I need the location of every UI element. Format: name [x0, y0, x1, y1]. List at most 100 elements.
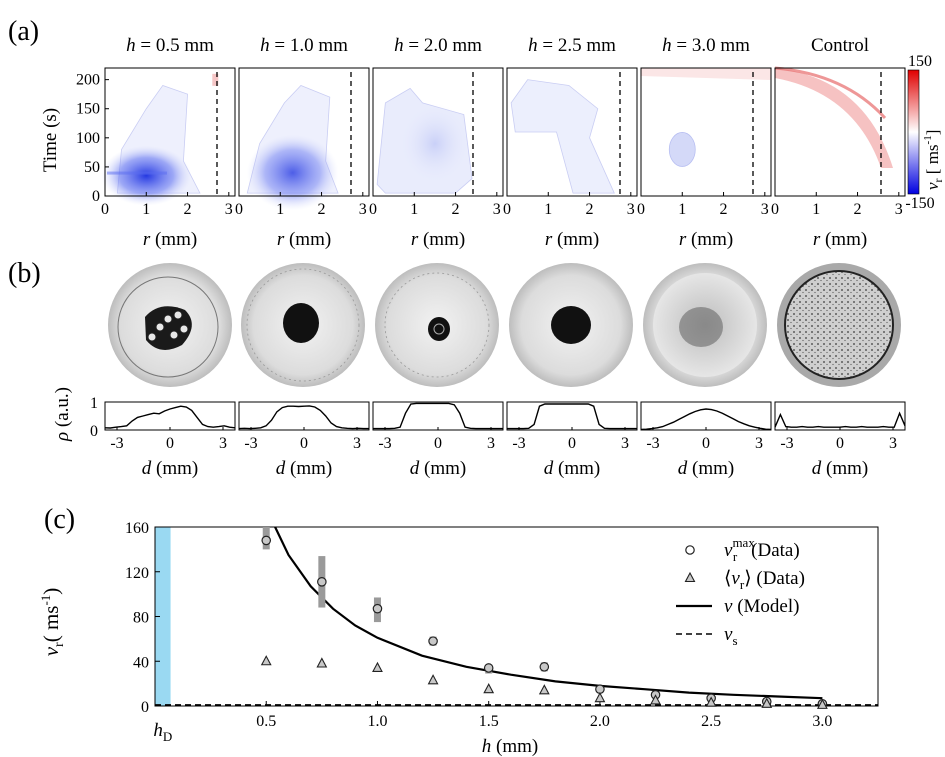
heatmap-title-value-2: = 2.0 mm — [404, 35, 482, 56]
c-ytick-label-2: 80 — [133, 610, 149, 627]
heatmap-xlabel-5: r (mm) — [813, 229, 867, 250]
panel-c-ylabel: vr( ms-1) — [38, 588, 67, 657]
profile-xlabel-unit-5: (mm) — [821, 458, 868, 479]
panel-c-ylabel-exp: -1 — [38, 595, 53, 606]
c-ytick-label-1: 40 — [133, 654, 149, 671]
heatmap-title-1: h = 1.0 mm — [260, 35, 348, 56]
series-max-point-0 — [261, 535, 272, 546]
colorbar-label-var: v — [923, 182, 942, 190]
sample-image-3 — [509, 263, 633, 387]
heatmap-xlabel-1: r (mm) — [277, 229, 331, 250]
panel-c-xlabel-var: h — [482, 736, 492, 757]
heatmap-title-value-4: = 3.0 mm — [672, 35, 750, 56]
sample-image-2 — [375, 263, 499, 387]
panel-b-ylabel-unit: (a.u.) — [52, 387, 73, 432]
panel-b-ylabel-var: ρ — [52, 432, 73, 442]
sample-bubble-0-2 — [163, 314, 173, 324]
panel-c-xlabel: h (mm) — [482, 736, 538, 757]
heatmap-title-3: h = 2.5 mm — [528, 35, 616, 56]
heatmap-xlabel-var-2: r — [411, 229, 419, 250]
legend-label-var-0: v — [724, 540, 733, 561]
profile-xlabel-var-1: d — [276, 458, 286, 479]
legend-label-text-2: (Model) — [732, 596, 799, 617]
profile-frame-5 — [774, 401, 906, 431]
heatmap-frame-0 — [104, 67, 236, 197]
sample-image-1 — [241, 263, 365, 387]
legend-label-3: vs — [724, 624, 738, 648]
profile-xtick-label-5-0: -3 — [780, 435, 793, 452]
series-mean-point-7 — [650, 694, 661, 705]
profile-xtick-label-0-2: 3 — [219, 435, 227, 452]
sample-bubble-0-5 — [173, 310, 183, 320]
profile-xtick-label-2-0: -3 — [378, 435, 391, 452]
profile-xtick-label-1-0: -3 — [244, 435, 257, 452]
sample-ring-0 — [117, 276, 219, 378]
profile-xlabel-0: d (mm) — [142, 458, 198, 479]
heatmap-xtick-label-2-1: 1 — [410, 201, 418, 218]
heatmap-xtick-label-4-0: 0 — [637, 201, 645, 218]
series-max-point-3 — [428, 636, 438, 646]
heatmap-title-5: Control — [811, 35, 869, 56]
legend-label-var-3: v — [724, 624, 733, 645]
heatmap-column-5: Control 0 1 2 3 r (mm) — [771, 35, 906, 250]
c-ytick-label-0: 0 — [141, 699, 149, 716]
heatmap-title-var-3: h — [528, 35, 538, 56]
sample-residue-4 — [679, 307, 723, 347]
colorbar-min-label: -150 — [905, 195, 934, 212]
heatmap-column-3: h = 2.5 mm 0 1 2 3 r (mm) — [503, 35, 638, 250]
profile-ytick-label-1: 1 — [90, 395, 98, 412]
legend-label-close-1: ⟩ — [744, 568, 751, 589]
heatmap-hotspot-2 — [399, 103, 470, 184]
heatmap-ytick-label-4: 200 — [76, 72, 100, 89]
heatmap-title-value-1: = 1.0 mm — [270, 35, 348, 56]
profile-xlabel-unit-3: (mm) — [553, 458, 600, 479]
profile-xlabel-unit-1: (mm) — [285, 458, 332, 479]
sample-residue-2 — [428, 317, 450, 341]
colorbar-max-label: 150 — [908, 53, 932, 70]
series-mean-point-10 — [816, 698, 828, 709]
heatmap-region-3 — [510, 79, 615, 194]
heatmap-xtick-label-2-2: 2 — [452, 201, 460, 218]
heatmap-xlabel-unit-0: (mm) — [150, 229, 197, 250]
legend-label-text-0: (Data) — [751, 540, 800, 561]
heatmap-xlabel-var-4: r — [679, 229, 687, 250]
profile-0: -3 0 3 d (mm) — [104, 401, 236, 479]
profile-frame-2 — [372, 401, 504, 431]
heatmap-red-ridge-5 — [774, 66, 887, 120]
panel-c-ylabel-close: ) — [39, 588, 63, 595]
panel-label-a: (a) — [8, 16, 39, 47]
heatmap-column-1: h = 1.0 mm 0 1 2 3 r (mm) — [235, 35, 370, 250]
heatmap-frame-4 — [640, 67, 772, 197]
heatmap-streak-0 — [107, 171, 167, 175]
profile-xlabel-var-2: d — [410, 458, 420, 479]
hD-label: hD — [153, 720, 172, 744]
profile-xlabel-unit-0: (mm) — [151, 458, 198, 479]
sample-bubble-0-3 — [179, 324, 189, 334]
heatmap-hotspot-1 — [246, 134, 339, 211]
heatmap-title-value-0: = 0.5 mm — [136, 35, 214, 56]
panel-c-ylabel-sub: r — [52, 642, 67, 647]
heatmap-title-4: h = 3.0 mm — [662, 35, 750, 56]
colorbar-label-sub: r — [931, 178, 945, 182]
panel-b-images-profiles: -3 0 3 d (mm) -3 0 3 d (mm) -3 0 3 d (mm) -3 0 3 d (mm)… — [90, 263, 906, 479]
series-mean-point-9 — [761, 697, 773, 708]
series-mean-point-5 — [538, 684, 550, 695]
heatmap-xlabel-var-1: r — [277, 229, 285, 250]
heatmap-title-var-0: h — [126, 35, 136, 56]
series-mean-point-8 — [705, 696, 717, 707]
heatmap-xlabel-unit-1: (mm) — [284, 229, 331, 250]
heatmap-title-2: h = 2.0 mm — [394, 35, 482, 56]
heatmap-ytick-label-0: 0 — [92, 188, 100, 205]
heatmap-column-4: h = 3.0 mm 0 1 2 3 r (mm) — [637, 35, 772, 250]
heatmap-xlabel-var-3: r — [545, 229, 553, 250]
legend-label-1: ⟨vr⟩ (Data) — [724, 568, 805, 592]
profile-3: -3 0 3 d (mm) — [506, 401, 638, 479]
hD-label-sub: D — [163, 729, 172, 744]
panel-a-heatmaps: h = 0.5 mm 0 1 2 3 r (mm) h = 1.0 mm 0 1 2 3 r (mm)… — [76, 35, 906, 250]
heatmap-xtick-label-3-0: 0 — [503, 201, 511, 218]
hD-label-var: h — [153, 720, 163, 741]
profile-xtick-label-0-1: 0 — [166, 435, 174, 452]
sample-ring-2 — [384, 272, 490, 378]
